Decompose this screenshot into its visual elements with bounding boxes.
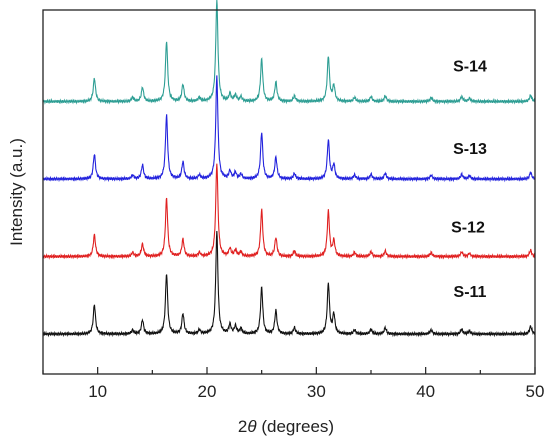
x-tick-label: 10	[88, 382, 107, 401]
x-tick-label: 20	[198, 382, 217, 401]
series-label-s-13: S-13	[453, 141, 487, 158]
x-ticks: 10 20 30 40 50	[42, 367, 545, 401]
x-axis-title: 2θ (degrees)	[238, 417, 334, 436]
x-axis-title-suffix: (degrees)	[257, 417, 334, 436]
x-axis-title-symbol: θ	[247, 417, 257, 436]
y-axis-title: Intensity (a.u.)	[7, 138, 26, 246]
series-line-s-13	[42, 75, 536, 183]
plot-frame	[42, 9, 536, 375]
series-line-s-12	[42, 163, 536, 260]
x-tick-label: 40	[416, 382, 435, 401]
x-axis-title-prefix: 2	[238, 417, 247, 436]
series-line-s-11	[42, 230, 536, 338]
series-labels: S-14 S-13 S-12 S-11	[451, 59, 487, 302]
series-line-s-14	[42, 0, 536, 105]
x-tick-label: 50	[526, 382, 545, 401]
series-label-s-11: S-11	[454, 284, 487, 301]
x-tick-label: 30	[307, 382, 326, 401]
series-layer	[42, 0, 536, 338]
series-label-s-14: S-14	[453, 59, 487, 76]
series-label-s-12: S-12	[451, 220, 485, 237]
